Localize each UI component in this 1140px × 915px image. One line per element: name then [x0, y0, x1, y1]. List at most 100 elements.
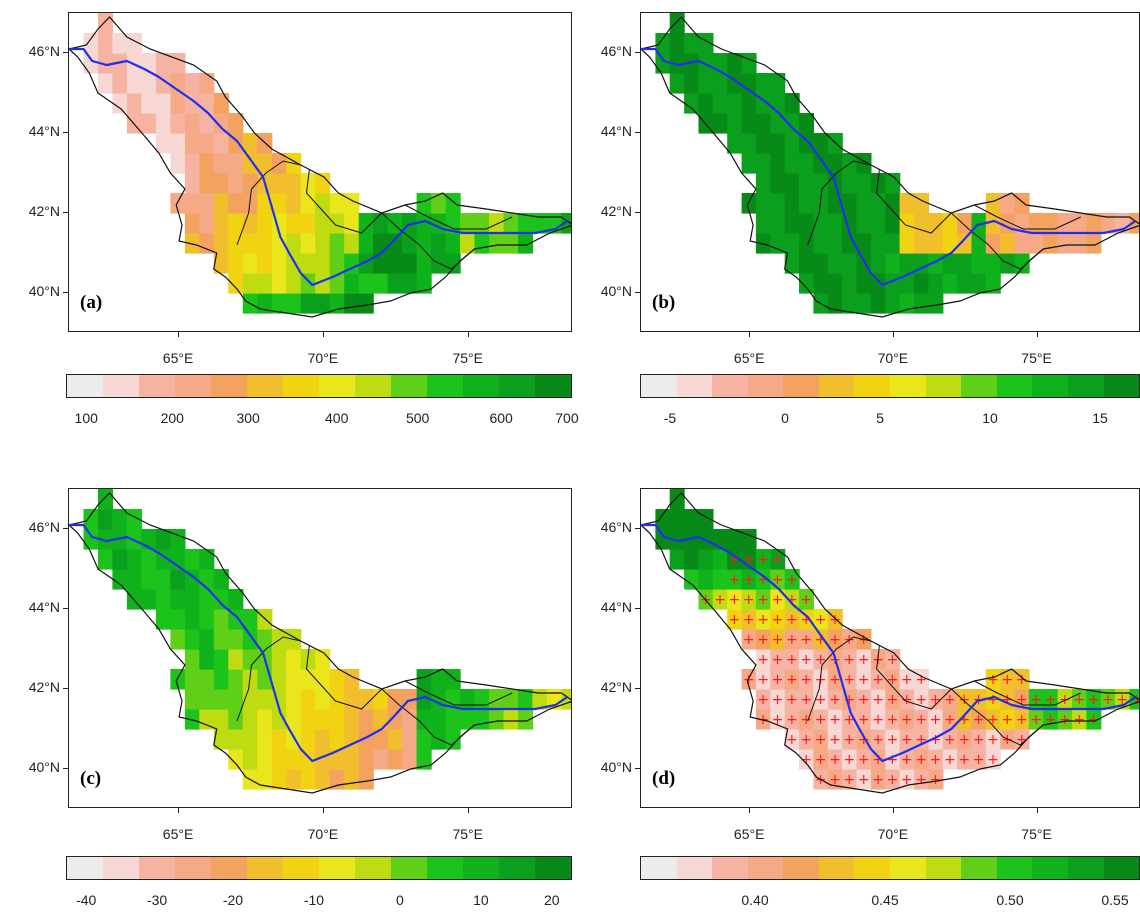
grid-cell	[698, 509, 714, 530]
grid-cell	[271, 649, 287, 670]
grid-cell	[870, 649, 886, 670]
grid-cell	[1000, 669, 1016, 690]
grid-cell	[669, 13, 685, 34]
grid-cell	[344, 293, 360, 314]
significance-marker: +	[772, 712, 784, 728]
significance-marker: +	[915, 712, 927, 728]
grid-cell	[155, 133, 171, 154]
grid-cell	[1000, 213, 1016, 234]
significance-marker: +	[786, 592, 798, 608]
grid-cell	[755, 113, 771, 134]
grid-cell	[799, 273, 814, 294]
colorbar-tick-label: 600	[489, 410, 513, 426]
grid-cell	[842, 669, 858, 690]
grid-cell	[928, 253, 944, 274]
grid-cell	[712, 113, 728, 134]
colorbar-segment	[890, 857, 926, 879]
grid-cell	[242, 629, 258, 650]
lat-tick-label: 46°N	[600, 519, 632, 535]
significance-marker: +	[800, 632, 812, 648]
grid-cell	[856, 709, 872, 730]
grid-cell	[98, 53, 114, 74]
subbasin-boundary	[305, 168, 383, 234]
grid-cell	[228, 193, 244, 214]
grid-cell	[770, 173, 786, 194]
grid-cell	[98, 73, 114, 94]
grid-cell	[856, 749, 872, 770]
grid-cell	[561, 213, 571, 234]
subbasin-boundary	[950, 212, 1044, 270]
grid-cell	[985, 709, 1001, 730]
grid-cell	[329, 689, 345, 710]
grid-cell	[98, 549, 114, 570]
grid-cell	[286, 193, 302, 214]
grid-cell	[213, 233, 229, 254]
lon-tick-mark	[749, 332, 751, 337]
grid-cell	[213, 589, 229, 610]
grid-cell	[300, 193, 316, 214]
significance-marker: +	[958, 752, 970, 768]
significance-marker: +	[930, 712, 942, 728]
grid-cell	[286, 173, 302, 194]
grid-cell	[856, 649, 872, 670]
grid-cell	[1086, 689, 1102, 710]
significance-marker: +	[887, 652, 899, 668]
grid-cell	[741, 589, 757, 610]
grid-cell	[741, 529, 757, 550]
grid-cell	[489, 709, 505, 730]
lon-tick-label: 75°E	[1021, 826, 1052, 842]
grid-cell	[827, 769, 843, 790]
grid-cell	[1043, 213, 1059, 234]
significance-marker: +	[930, 692, 942, 708]
significance-marker: +	[757, 652, 769, 668]
grid-cell	[928, 769, 944, 790]
grid-cell	[126, 549, 142, 570]
grid-cell	[373, 709, 389, 730]
grid-cell	[474, 233, 490, 254]
significance-marker: +	[800, 712, 812, 728]
grid-cell	[942, 749, 958, 770]
significance-marker: +	[843, 692, 855, 708]
grid-cell	[813, 749, 829, 770]
grid-cell	[358, 273, 374, 294]
colorbar-segment	[1032, 375, 1068, 397]
grid-cell	[358, 689, 374, 710]
grid-cell	[329, 729, 345, 750]
grid-cell	[184, 689, 200, 710]
significance-marker: +	[829, 672, 841, 688]
grid-cell	[242, 609, 258, 630]
significance-marker: +	[973, 712, 985, 728]
grid-cell	[985, 253, 1001, 274]
grid-cell	[885, 669, 901, 690]
significance-marker: +	[901, 732, 913, 748]
significance-marker: +	[829, 772, 841, 788]
significance-marker: +	[987, 672, 999, 688]
grid-cell	[1057, 689, 1073, 710]
grid-cell	[112, 33, 128, 54]
colorbar-segment	[1032, 857, 1068, 879]
grid-cell	[914, 253, 929, 274]
grid-cell	[755, 709, 771, 730]
grid-cell	[914, 749, 929, 770]
significance-marker: +	[1002, 672, 1014, 688]
grid-cell	[373, 749, 389, 770]
grid-cell	[199, 133, 215, 154]
grid-cell	[271, 193, 287, 214]
grid-cell	[784, 233, 800, 254]
grid-cell	[315, 213, 331, 234]
grid-cell	[300, 669, 316, 690]
grid-cell	[842, 273, 858, 294]
grid-cell	[698, 569, 714, 590]
colorbar-segment	[391, 857, 427, 879]
grid-cell	[242, 669, 258, 690]
grid-cell	[698, 93, 714, 114]
grid-cell	[387, 233, 403, 254]
grid-cell	[799, 153, 814, 174]
grid-cell	[971, 253, 987, 274]
significance-marker: +	[1002, 712, 1014, 728]
significance-marker: +	[757, 632, 769, 648]
significance-marker: +	[786, 692, 798, 708]
grid-cell	[827, 629, 843, 650]
colorbar-tick-label: 10	[473, 892, 489, 908]
significance-marker: +	[786, 572, 798, 588]
